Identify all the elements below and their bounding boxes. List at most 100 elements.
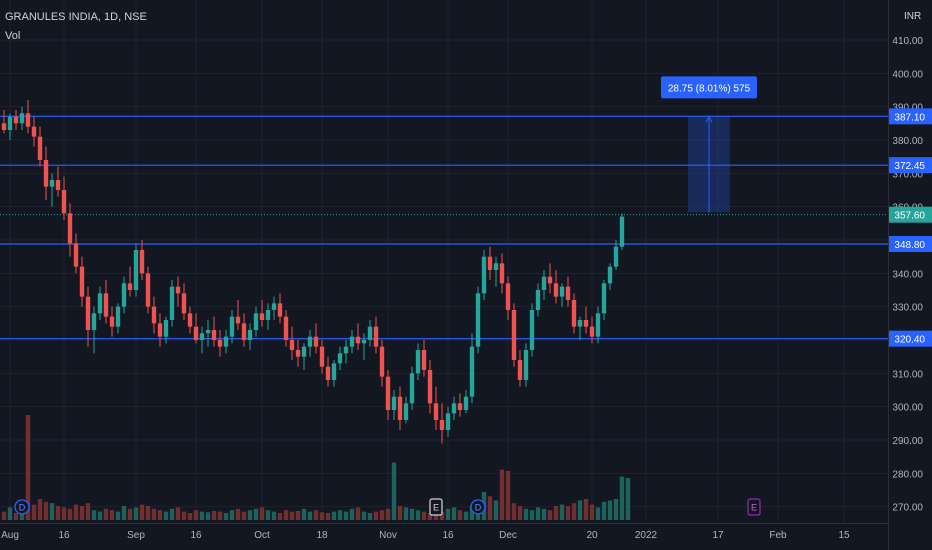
measure-label-box bbox=[661, 76, 757, 99]
candle-body bbox=[493, 263, 499, 270]
volume-bar bbox=[565, 506, 571, 520]
x-tick-label: Nov bbox=[379, 530, 397, 541]
x-tick-label: Sep bbox=[127, 530, 145, 541]
candle-body bbox=[235, 316, 241, 324]
candle-body bbox=[163, 320, 169, 337]
candle-body bbox=[403, 403, 409, 420]
last-price-box bbox=[889, 206, 932, 223]
symbol-title[interactable]: GRANULES INDIA, 1D, NSE bbox=[5, 11, 147, 23]
candle-body bbox=[205, 330, 211, 334]
volume-indicator-label[interactable]: Vol bbox=[5, 30, 21, 42]
volume-bar bbox=[241, 511, 247, 520]
candle-body bbox=[241, 323, 247, 340]
volume-bar bbox=[85, 503, 91, 520]
price-label-box bbox=[889, 330, 932, 347]
volume-bar bbox=[265, 510, 271, 520]
volume-bar bbox=[559, 504, 565, 520]
y-tick-label: 290.00 bbox=[892, 436, 923, 447]
price-label: 348.80 bbox=[894, 240, 925, 251]
volume-bar bbox=[1, 511, 7, 520]
volume-bar bbox=[271, 511, 277, 520]
candle-body bbox=[187, 313, 193, 327]
candle-body bbox=[529, 310, 535, 350]
volume-bar bbox=[115, 511, 121, 520]
candle-body bbox=[169, 286, 175, 320]
y-tick-label: 270.00 bbox=[892, 503, 923, 514]
candle-body bbox=[277, 303, 283, 317]
volume-bar bbox=[469, 506, 475, 520]
volume-bar bbox=[187, 513, 193, 520]
volume-bar bbox=[541, 508, 547, 520]
x-tick-label: 20 bbox=[586, 530, 598, 541]
x-tick-label: 15 bbox=[838, 530, 850, 541]
candle-body bbox=[523, 350, 529, 380]
volume-bar bbox=[373, 511, 379, 520]
candle-body bbox=[385, 376, 391, 410]
volume-bar bbox=[601, 501, 607, 520]
candle-body bbox=[121, 283, 127, 307]
volume-bar bbox=[397, 506, 403, 520]
candle-body bbox=[541, 276, 547, 290]
candle-body bbox=[397, 396, 403, 420]
candle-body bbox=[109, 316, 115, 327]
volume-bar bbox=[613, 499, 619, 520]
y-tick-label: 310.00 bbox=[892, 369, 923, 380]
candle-body bbox=[223, 336, 229, 347]
candle-body bbox=[595, 313, 601, 337]
candle-body bbox=[469, 346, 475, 397]
volume-bar bbox=[499, 469, 505, 520]
volume-bar bbox=[493, 500, 499, 520]
price-label: 372.45 bbox=[894, 161, 925, 172]
y-tick-label: 380.00 bbox=[892, 136, 923, 147]
y-tick-label: 410.00 bbox=[892, 36, 923, 47]
volume-bar bbox=[589, 504, 595, 520]
volume-bar bbox=[415, 510, 421, 520]
candle-body bbox=[409, 373, 415, 404]
dividend-marker bbox=[470, 499, 486, 515]
candle-body bbox=[391, 396, 397, 410]
volume-bar bbox=[253, 508, 259, 520]
earnings-marker bbox=[429, 498, 443, 516]
candles bbox=[1, 100, 625, 444]
volume-bar bbox=[139, 504, 145, 520]
y-tick-label: 300.00 bbox=[892, 403, 923, 414]
candle-body bbox=[49, 180, 55, 187]
candle-body bbox=[307, 336, 313, 347]
volume-bar bbox=[619, 476, 625, 520]
y-tick-label: 400.00 bbox=[892, 69, 923, 80]
candle-body bbox=[373, 326, 379, 347]
candle-body bbox=[499, 263, 505, 284]
volume-bar bbox=[457, 510, 463, 520]
candle-body bbox=[211, 330, 217, 340]
candle-body bbox=[475, 293, 481, 347]
currency-label: INR bbox=[904, 11, 922, 22]
candle-body bbox=[289, 340, 295, 350]
volume-bar bbox=[307, 511, 313, 520]
candle-body bbox=[67, 213, 73, 244]
volume-bar bbox=[283, 510, 289, 520]
candle-body bbox=[85, 296, 91, 330]
candle-body bbox=[295, 350, 301, 357]
candle-body bbox=[613, 246, 619, 267]
y-tick-label: 330.00 bbox=[892, 303, 923, 314]
volume-bars bbox=[1, 415, 631, 520]
x-tick-label: 16 bbox=[442, 530, 454, 541]
volume-bar bbox=[175, 507, 181, 520]
y-tick-label: 280.00 bbox=[892, 469, 923, 480]
volume-bar bbox=[289, 511, 295, 520]
candle-body bbox=[181, 293, 187, 314]
volume-bar bbox=[349, 508, 355, 520]
measure-label: 28.75 (8.01%) 575 bbox=[668, 83, 751, 94]
price-label-box bbox=[889, 236, 932, 252]
price-label: 320.40 bbox=[894, 335, 925, 346]
volume-bar bbox=[37, 499, 43, 520]
volume-bar bbox=[511, 503, 517, 520]
volume-bar bbox=[451, 507, 457, 520]
candle-body bbox=[451, 403, 457, 414]
volume-bar bbox=[379, 510, 385, 520]
volume-bar bbox=[547, 510, 553, 520]
candle-body bbox=[13, 116, 19, 124]
candle-body bbox=[607, 266, 613, 284]
x-tick-label: 2022 bbox=[635, 530, 658, 541]
